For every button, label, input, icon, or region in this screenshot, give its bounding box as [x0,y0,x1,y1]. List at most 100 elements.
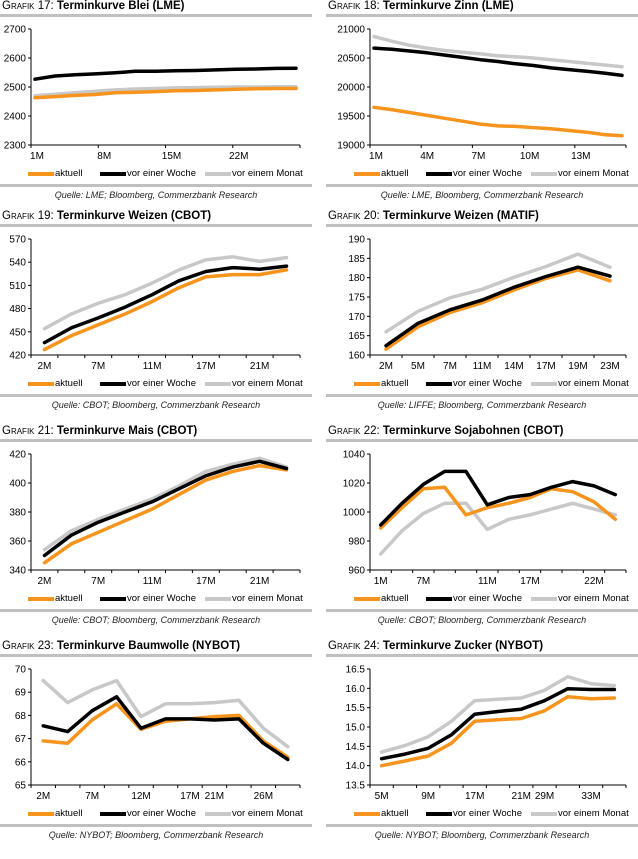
legend-swatch [205,596,231,601]
y-tick-label: 65 [15,781,27,792]
chart-legend: aktuell vor einer Woche vor einem Monat [0,378,312,392]
legend-label: aktuell [55,593,83,604]
legend-swatch [531,811,557,816]
series-line-woche [41,695,290,762]
bottom-divider [0,824,312,827]
x-tick-label: 15M [162,151,181,162]
series-line-monat [42,456,289,552]
legend-swatch [354,381,380,386]
legend-swatch [205,381,231,386]
series-line-aktuell [372,105,624,138]
series-line-monat [33,84,298,98]
series-line-woche [384,265,612,348]
chart-number: Grafik 18: [328,0,380,12]
x-tick-label: 21M [250,576,269,587]
legend-label: vor einer Woche [127,168,196,179]
y-tick-label: 170 [348,312,365,323]
x-tick-label: 21M [512,791,531,802]
legend-swatch [426,811,452,816]
y-tick-label: 69 [15,688,27,699]
chart-title: Grafik 24: Terminkurve Zucker (NYBOT) [328,640,543,652]
legend-label: vor einer Woche [453,808,522,819]
legend-item-woche: vor einer Woche [426,168,522,179]
series-line-monat [379,674,617,754]
chart-number: Grafik 23: [2,640,54,652]
chart-name: Terminkurve Weizen (CBOT) [56,210,212,222]
legend-label: vor einem Monat [232,378,303,389]
chart-number: Grafik 20: [328,210,380,222]
y-tick-label: 360 [9,537,26,548]
legend-label: vor einer Woche [453,168,522,179]
bottom-divider [326,394,638,397]
legend-swatch [426,381,452,386]
chart-legend: aktuell vor einer Woche vor einem Monat [0,808,312,822]
y-tick-label: 2700 [4,25,27,36]
legend-swatch [531,381,557,386]
legend-label: vor einem Monat [558,808,629,819]
x-tick-label: 2M [37,576,51,587]
series-line-monat [42,255,289,331]
y-tick-label: 380 [9,508,26,519]
legend-item-woche: vor einer Woche [100,593,196,604]
x-tick-label: 11M [143,361,162,372]
y-tick-label: 19500 [337,112,365,123]
x-tick-label: 22M [584,576,603,587]
chart-panel: Grafik 19: Terminkurve Weizen (CBOT) akt… [0,210,312,424]
x-tick-label: 11M [143,576,162,587]
legend-swatch [28,171,54,176]
y-tick-label: 510 [9,281,26,292]
series-line-monat [41,678,290,749]
x-tick-label: 7M [416,576,430,587]
bottom-divider [326,184,638,187]
x-tick-label: 7M [85,791,99,802]
chart-panel: Grafik 18: Terminkurve Zinn (LME) aktuel… [326,0,638,214]
legend-item-woche: vor einer Woche [426,808,522,819]
y-tick-label: 68 [15,711,27,722]
y-tick-label: 15.0 [346,723,366,734]
y-tick-label: 1000 [343,508,366,519]
bottom-divider [326,609,638,612]
chart-number: Grafik 17: [2,0,54,12]
legend-swatch [28,596,54,601]
chart-legend: aktuell vor einer Woche vor einem Monat [0,593,312,607]
legend-swatch [100,811,126,816]
x-tick-label: 17M [536,361,555,372]
x-tick-label: 8M [97,151,111,162]
legend-label: vor einer Woche [127,378,196,389]
legend-label: aktuell [55,808,83,819]
legend-label: aktuell [55,168,83,179]
chart-number: Grafik 21: [2,425,54,437]
legend-label: vor einer Woche [127,593,196,604]
x-tick-label: 17M [180,791,199,802]
y-tick-label: 960 [348,566,365,577]
y-tick-label: 980 [348,537,365,548]
y-tick-label: 340 [9,566,26,577]
x-tick-label: 17M [196,361,215,372]
series-line-aktuell [41,702,290,759]
x-tick-label: 14M [504,361,523,372]
legend-item-aktuell: aktuell [354,378,408,389]
legend-item-woche: vor einer Woche [426,593,522,604]
legend-item-monat: vor einem Monat [531,378,629,389]
legend-label: vor einem Monat [232,168,303,179]
x-tick-label: 1M [369,151,383,162]
chart-title: Grafik 17: Terminkurve Blei (LME) [2,0,184,12]
chart-name: Terminkurve Blei (LME) [56,0,185,12]
chart-legend: aktuell vor einer Woche vor einem Monat [0,168,312,182]
y-tick-label: 2600 [4,54,27,65]
top-divider [326,654,638,657]
legend-label: aktuell [381,378,409,389]
series-line-aktuell [33,86,298,100]
y-tick-label: 2500 [4,83,27,94]
y-tick-label: 420 [9,450,26,461]
legend-label: vor einem Monat [558,593,629,604]
legend-label: vor einer Woche [127,808,196,819]
y-tick-label: 1020 [343,479,366,490]
x-tick-label: 12M [131,791,150,802]
x-tick-label: 21M [250,361,269,372]
legend-item-monat: vor einem Monat [205,378,303,389]
source-note: Quelle: CBOT; Bloomberg, Commerzbank Res… [377,615,587,625]
x-tick-label: 1M [374,576,388,587]
line-chart: 65 66 67 68 69 70 2M 7M 12M 17M 21M 26M [15,665,301,802]
legend-swatch [354,171,380,176]
